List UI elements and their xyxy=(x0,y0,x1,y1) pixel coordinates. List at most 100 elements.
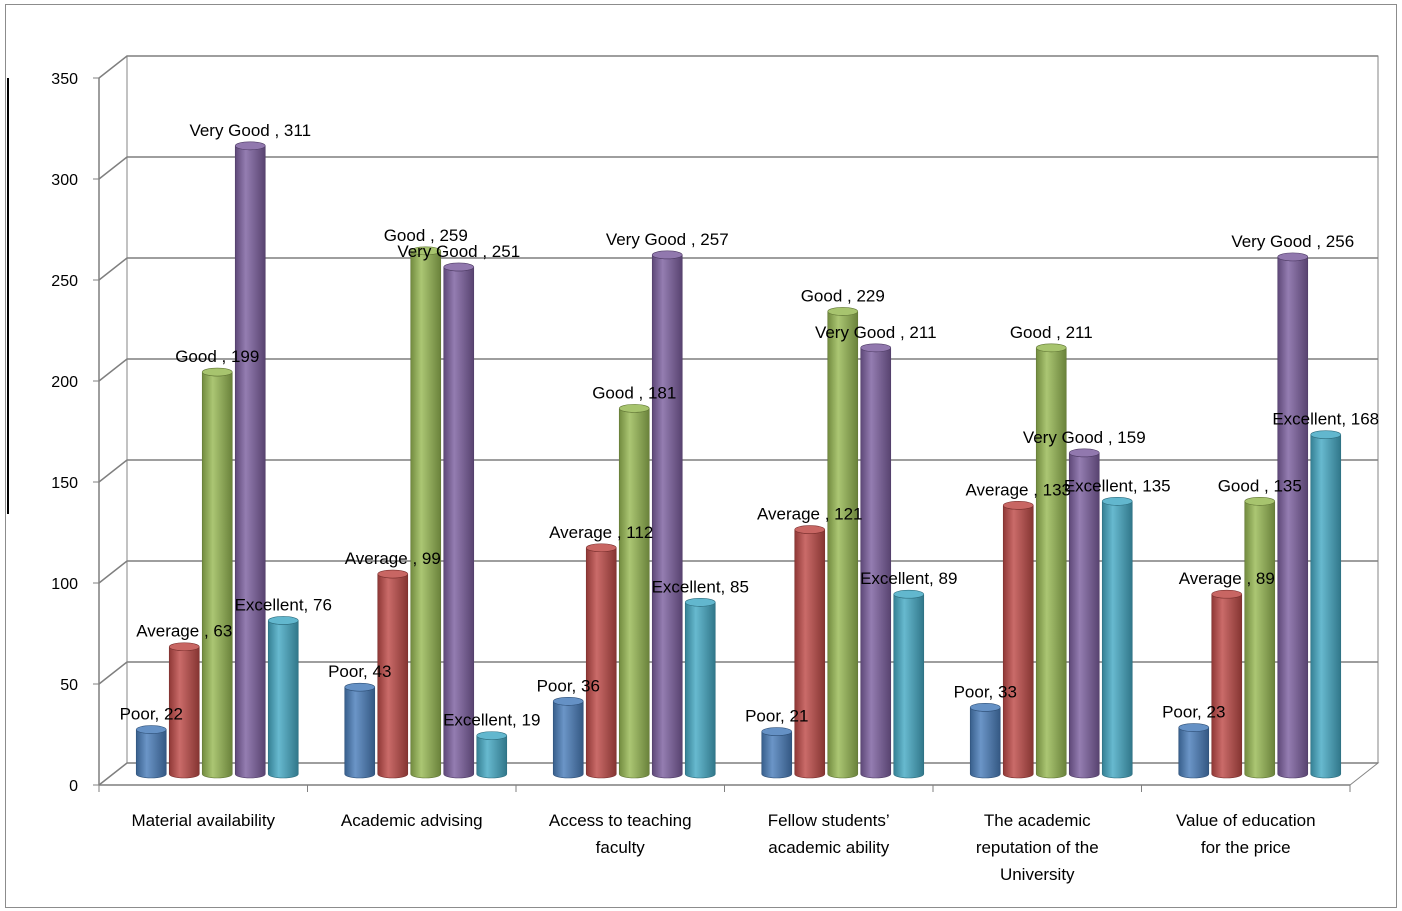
bar-top xyxy=(1212,590,1242,598)
y-tick-label: 200 xyxy=(51,374,78,391)
data-label: Excellent, 89 xyxy=(860,569,957,588)
bar-body xyxy=(1212,594,1242,778)
data-label: Good , 211 xyxy=(1010,323,1093,342)
bar-body xyxy=(1278,257,1308,778)
bar xyxy=(136,726,166,778)
bar-top xyxy=(1102,497,1132,505)
bar-body xyxy=(685,602,715,778)
bar-top xyxy=(685,598,715,606)
data-label: Excellent, 76 xyxy=(235,595,332,614)
bar-body xyxy=(828,311,858,778)
bar xyxy=(970,703,1000,778)
data-label: Excellent, 19 xyxy=(443,711,540,730)
bar xyxy=(1003,501,1033,778)
bar xyxy=(685,598,715,778)
x-category-label: reputation of the xyxy=(976,838,1099,857)
data-label: Poor, 43 xyxy=(328,662,391,681)
x-category-label: for the price xyxy=(1201,838,1291,857)
bar xyxy=(268,616,298,778)
bar xyxy=(1245,497,1275,778)
bar-body xyxy=(762,732,792,778)
data-label: Average , 112 xyxy=(549,523,653,542)
bar xyxy=(652,251,682,778)
x-category-label: academic ability xyxy=(768,838,889,857)
bar-body xyxy=(1311,435,1341,778)
bar-body xyxy=(202,372,232,778)
bar-body xyxy=(1069,453,1099,778)
bar xyxy=(553,697,583,778)
bar-body xyxy=(795,530,825,778)
x-axis-categories: Material availability Academic advising Ac… xyxy=(99,785,1350,884)
bar-top xyxy=(970,703,1000,711)
bar-top xyxy=(1003,501,1033,509)
bar xyxy=(1212,590,1242,778)
x-category-label: The academic xyxy=(984,811,1091,830)
x-category-label: Access to teaching xyxy=(549,811,692,830)
data-label: Poor, 36 xyxy=(537,676,600,695)
bar-top xyxy=(1245,497,1275,505)
bar-body xyxy=(1036,348,1066,778)
bar xyxy=(1311,431,1341,778)
bar-top xyxy=(1278,253,1308,261)
bar xyxy=(1278,253,1308,778)
bar-body xyxy=(1245,501,1275,778)
bar xyxy=(477,732,507,778)
bar-top xyxy=(828,307,858,315)
data-label: Good , 181 xyxy=(592,383,676,402)
data-label: Very Good , 159 xyxy=(1023,428,1146,447)
y-tick-label: 100 xyxy=(51,576,78,593)
bar xyxy=(619,404,649,778)
bar-top xyxy=(235,142,265,150)
y-tick-label: 50 xyxy=(60,677,78,694)
bar xyxy=(444,263,474,778)
bar-top xyxy=(378,570,408,578)
bar-top xyxy=(553,697,583,705)
data-label: Good , 199 xyxy=(175,347,259,366)
bar-top xyxy=(136,726,166,734)
data-label: Excellent, 85 xyxy=(652,577,749,596)
data-label: Very Good , 211 xyxy=(815,323,937,342)
bar xyxy=(1179,724,1209,778)
bar-top xyxy=(268,616,298,624)
data-label: Excellent, 135 xyxy=(1064,476,1171,495)
y-tick-label: 250 xyxy=(51,273,78,290)
bar-body xyxy=(619,408,649,778)
y-tick-label: 300 xyxy=(51,172,78,189)
bar xyxy=(411,247,441,778)
bar-body xyxy=(586,548,616,778)
data-label: Average , 133 xyxy=(965,480,1071,499)
y-tick-label: 150 xyxy=(51,475,78,492)
bar xyxy=(762,728,792,778)
bar xyxy=(1036,344,1066,778)
bar-body xyxy=(477,736,507,778)
x-category-label: Value of education xyxy=(1176,811,1316,830)
bar-body xyxy=(861,348,891,778)
bar-body xyxy=(652,255,682,778)
x-category-label: Material availability xyxy=(131,811,275,830)
bar-body xyxy=(411,251,441,778)
bar xyxy=(1102,497,1132,778)
x-category-label: faculty xyxy=(596,838,646,857)
bar-top xyxy=(894,590,924,598)
bar-top xyxy=(202,368,232,376)
bar-body xyxy=(970,707,1000,778)
data-label: Average , 89 xyxy=(1179,569,1275,588)
bar-top xyxy=(1069,449,1099,457)
bar xyxy=(1069,449,1099,778)
data-label: Very Good , 311 xyxy=(189,121,311,140)
data-label: Poor, 22 xyxy=(120,705,183,724)
bar-body xyxy=(1003,505,1033,778)
data-label: Average , 63 xyxy=(136,622,232,641)
data-label: Very Good , 251 xyxy=(397,242,520,261)
bar xyxy=(894,590,924,778)
bar-top xyxy=(619,404,649,412)
y-tick-label: 0 xyxy=(69,778,78,795)
bar xyxy=(235,142,265,778)
data-label: Average , 121 xyxy=(757,505,863,524)
bar xyxy=(202,368,232,778)
bar-top xyxy=(762,728,792,736)
data-label: Excellent, 168 xyxy=(1272,410,1379,429)
bar-top xyxy=(586,544,616,552)
bar-body xyxy=(1102,501,1132,778)
